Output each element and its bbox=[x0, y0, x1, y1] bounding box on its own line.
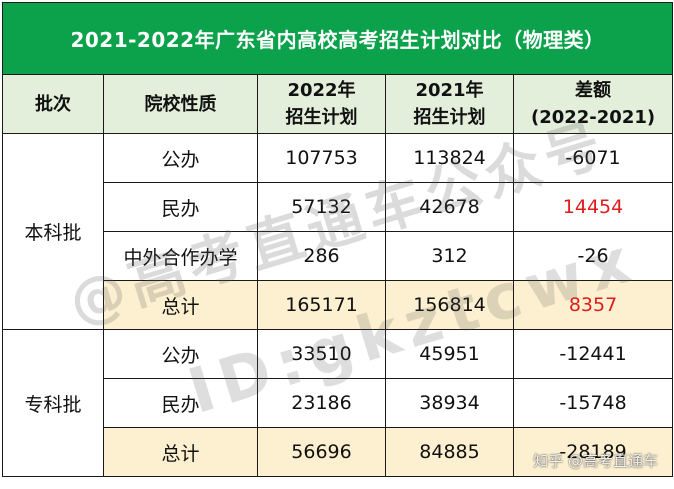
value-2022-cell: 56696 bbox=[257, 427, 386, 477]
table-row: 专科批 公办 33510 45951 -12441 bbox=[2, 329, 674, 477]
header-2022-year: 2022年 bbox=[287, 80, 356, 101]
value-2022-cell: 107753 bbox=[257, 133, 386, 183]
type-cell: 公办 bbox=[103, 133, 258, 183]
value-2021-cell: 156814 bbox=[385, 280, 514, 330]
total-row: 总计 165171 156814 8357 bbox=[3, 280, 674, 330]
title-row: 2021-2022年广东省内高校高考招生计划对比（物理类） bbox=[1, 2, 674, 75]
table-row: 民办 57132 42678 14454 bbox=[3, 182, 674, 232]
header-2022-plan: 招生计划 bbox=[285, 107, 358, 128]
header-2021-plan: 招生计划 bbox=[413, 107, 486, 128]
diff-cell: -15748 bbox=[512, 378, 674, 428]
header-type: 院校性质 bbox=[103, 74, 258, 134]
value-2021-cell: 113824 bbox=[385, 133, 514, 183]
type-cell: 民办 bbox=[103, 182, 258, 232]
header-batch: 批次 bbox=[2, 74, 104, 134]
diff-cell: -26 bbox=[512, 231, 674, 281]
type-cell: 中外合作办学 bbox=[103, 231, 258, 281]
value-2022-cell: 165171 bbox=[257, 280, 386, 330]
value-2021-cell: 42678 bbox=[385, 182, 514, 232]
value-2022-cell: 286 bbox=[257, 231, 386, 281]
header-diff: 差额 (2022-2021) bbox=[512, 74, 674, 134]
diff-cell: -6071 bbox=[512, 133, 674, 183]
table-title: 2021-2022年广东省内高校高考招生计划对比（物理类） bbox=[1, 2, 674, 75]
diff-cell-highlight: 14454 bbox=[512, 182, 674, 232]
value-2021-cell: 45951 bbox=[385, 329, 514, 379]
batch-cell-vocational: 专科批 bbox=[2, 329, 104, 477]
value-2021-cell: 312 bbox=[385, 231, 514, 281]
enrollment-comparison-table: 2021-2022年广东省内高校高考招生计划对比（物理类） 批次 院校性质 20… bbox=[1, 2, 674, 477]
type-cell: 民办 bbox=[103, 378, 258, 428]
header-row: 批次 院校性质 2022年 招生计划 2021年 招生计划 差额 (2022-2… bbox=[2, 74, 674, 134]
value-2022-cell: 23186 bbox=[257, 378, 386, 428]
diff-cell: -28189 bbox=[512, 427, 674, 477]
value-2021-cell: 38934 bbox=[385, 378, 514, 428]
type-cell: 公办 bbox=[103, 329, 258, 379]
header-diff-range: (2022-2021) bbox=[530, 107, 656, 128]
type-cell-total: 总计 bbox=[103, 280, 258, 330]
diff-cell: -12441 bbox=[512, 329, 674, 379]
header-2022: 2022年 招生计划 bbox=[257, 74, 386, 134]
batch-cell-undergrad: 本科批 bbox=[2, 133, 104, 330]
value-2022-cell: 33510 bbox=[257, 329, 386, 379]
header-2021: 2021年 招生计划 bbox=[385, 74, 514, 134]
table-row: 民办 23186 38934 -15748 bbox=[3, 378, 674, 428]
header-diff-label: 差额 bbox=[575, 80, 612, 101]
diff-cell-highlight: 8357 bbox=[512, 280, 674, 330]
header-2021-year: 2021年 bbox=[415, 80, 484, 101]
table-row: 本科批 公办 107753 113824 -6071 bbox=[2, 133, 674, 330]
value-2022-cell: 57132 bbox=[257, 182, 386, 232]
total-row: 总计 56696 84885 -28189 bbox=[3, 427, 674, 477]
table-row: 中外合作办学 286 312 -26 bbox=[3, 231, 674, 281]
value-2021-cell: 84885 bbox=[385, 427, 514, 477]
type-cell-total: 总计 bbox=[103, 427, 258, 477]
